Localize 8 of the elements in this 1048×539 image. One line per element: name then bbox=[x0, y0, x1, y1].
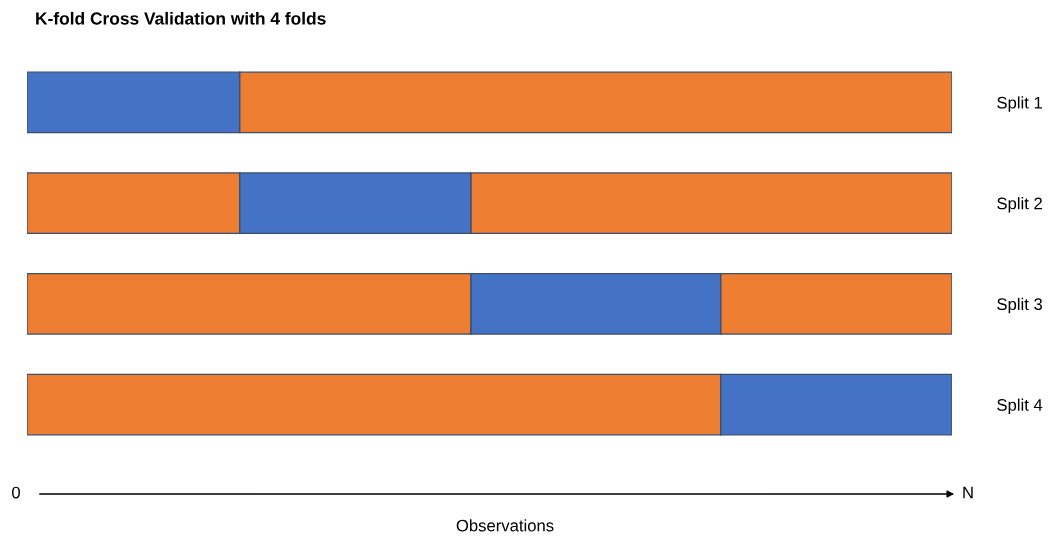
chart-title: K-fold Cross Validation with 4 folds bbox=[36, 11, 326, 25]
text: N bbox=[963, 486, 973, 499]
y-tick-label: Split 3 bbox=[997, 297, 1043, 314]
y-tick-label: Split 2 bbox=[997, 197, 1042, 213]
x-axis-title: Observations bbox=[456, 519, 554, 532]
text: 0 bbox=[12, 486, 20, 499]
y-tick-label: Split 1 bbox=[997, 96, 1042, 112]
y-tick-label: Split 4 bbox=[997, 398, 1043, 415]
